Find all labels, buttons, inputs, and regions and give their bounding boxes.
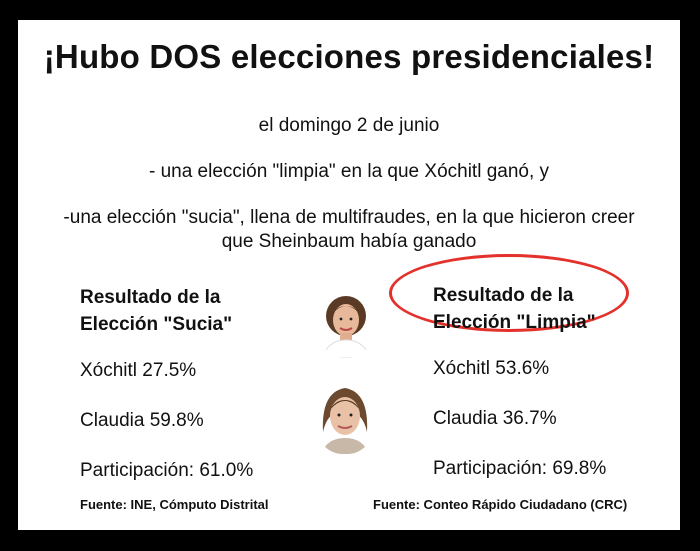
clean-heading-line-2: Elección "Limpia" [433, 312, 596, 333]
dirty-heading-line-2: Elección "Sucia" [80, 314, 233, 335]
portrait-claudia [315, 382, 375, 454]
clean-source: Fuente: Conteo Rápido Ciudadano (CRC) [373, 497, 628, 512]
dirty-xochitl-value: Xóchitl 27.5% [80, 360, 197, 381]
dirty-heading-line-1: Resultado de la [80, 287, 221, 308]
dirty-source: Fuente: INE, Cómputo Distrital [80, 497, 269, 512]
dirty-claudia-value: Claudia 59.8% [80, 410, 204, 431]
date-line: el domingo 2 de junio [258, 115, 440, 136]
portrait-xochitl [318, 292, 374, 358]
page-title: ¡Hubo DOS elecciones presidenciales! [43, 38, 655, 75]
clean-heading-line-1: Resultado de la [433, 285, 574, 306]
dirty-election-line-1: -una elección "sucia", llena de multifra… [63, 207, 635, 228]
clean-participation-value: Participación: 69.8% [433, 458, 607, 479]
dirty-election-line-2: que Sheinbaum había ganado [221, 231, 477, 252]
content-card: ¡Hubo DOS elecciones presidenciales! el … [18, 20, 680, 530]
dirty-participation-value: Participación: 61.0% [80, 460, 254, 481]
highlight-ellipse [389, 254, 629, 332]
dirty-result-heading: Resultado de la Elección "Sucia" [80, 284, 232, 338]
clean-xochitl-value: Xóchitl 53.6% [433, 358, 550, 379]
clean-claudia-value: Claudia 36.7% [433, 408, 557, 429]
clean-result-heading: Resultado de la Elección "Limpia" [433, 282, 596, 336]
clean-election-line: - una elección "limpia" en la que Xóchit… [148, 161, 550, 182]
